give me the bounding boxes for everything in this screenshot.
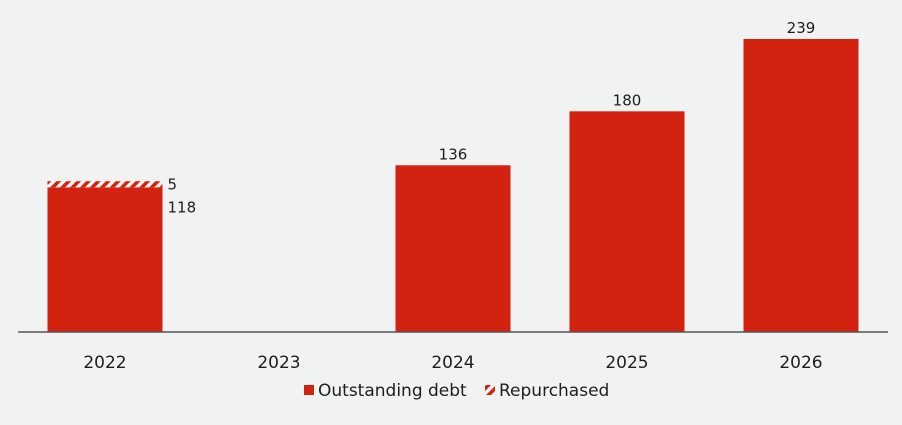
bar-2022-outstanding-debt — [47, 187, 163, 332]
x-tick-label-2022: 2022 — [83, 353, 126, 373]
data-label-2025: 180 — [613, 91, 642, 109]
data-label-2024: 136 — [439, 145, 468, 163]
legend-swatch-outstanding-debt — [304, 385, 314, 395]
data-labels: 5 118 136 180 239 — [168, 19, 816, 216]
x-tick-label-2024: 2024 — [431, 353, 474, 373]
bar-2025-outstanding-debt — [569, 111, 685, 333]
data-label-2022-outstanding: 118 — [168, 198, 197, 216]
bar-2024-outstanding-debt — [395, 165, 511, 332]
data-label-2026: 239 — [787, 19, 816, 37]
x-tick-label-2025: 2025 — [605, 353, 648, 373]
bar-2026-outstanding-debt — [743, 39, 859, 332]
data-label-2022-repurchased: 5 — [168, 175, 178, 193]
legend-label-repurchased: Repurchased — [499, 381, 609, 401]
legend-label-outstanding-debt: Outstanding debt — [318, 381, 467, 401]
x-tick-labels: 2022 2023 2024 2025 2026 — [83, 353, 822, 373]
legend: Outstanding debt Repurchased — [304, 381, 609, 401]
bar-2022-repurchased — [47, 181, 163, 188]
bars-group — [47, 39, 859, 333]
x-tick-label-2023: 2023 — [257, 353, 300, 373]
x-tick-label-2026: 2026 — [779, 353, 822, 373]
legend-swatch-repurchased — [485, 385, 495, 395]
